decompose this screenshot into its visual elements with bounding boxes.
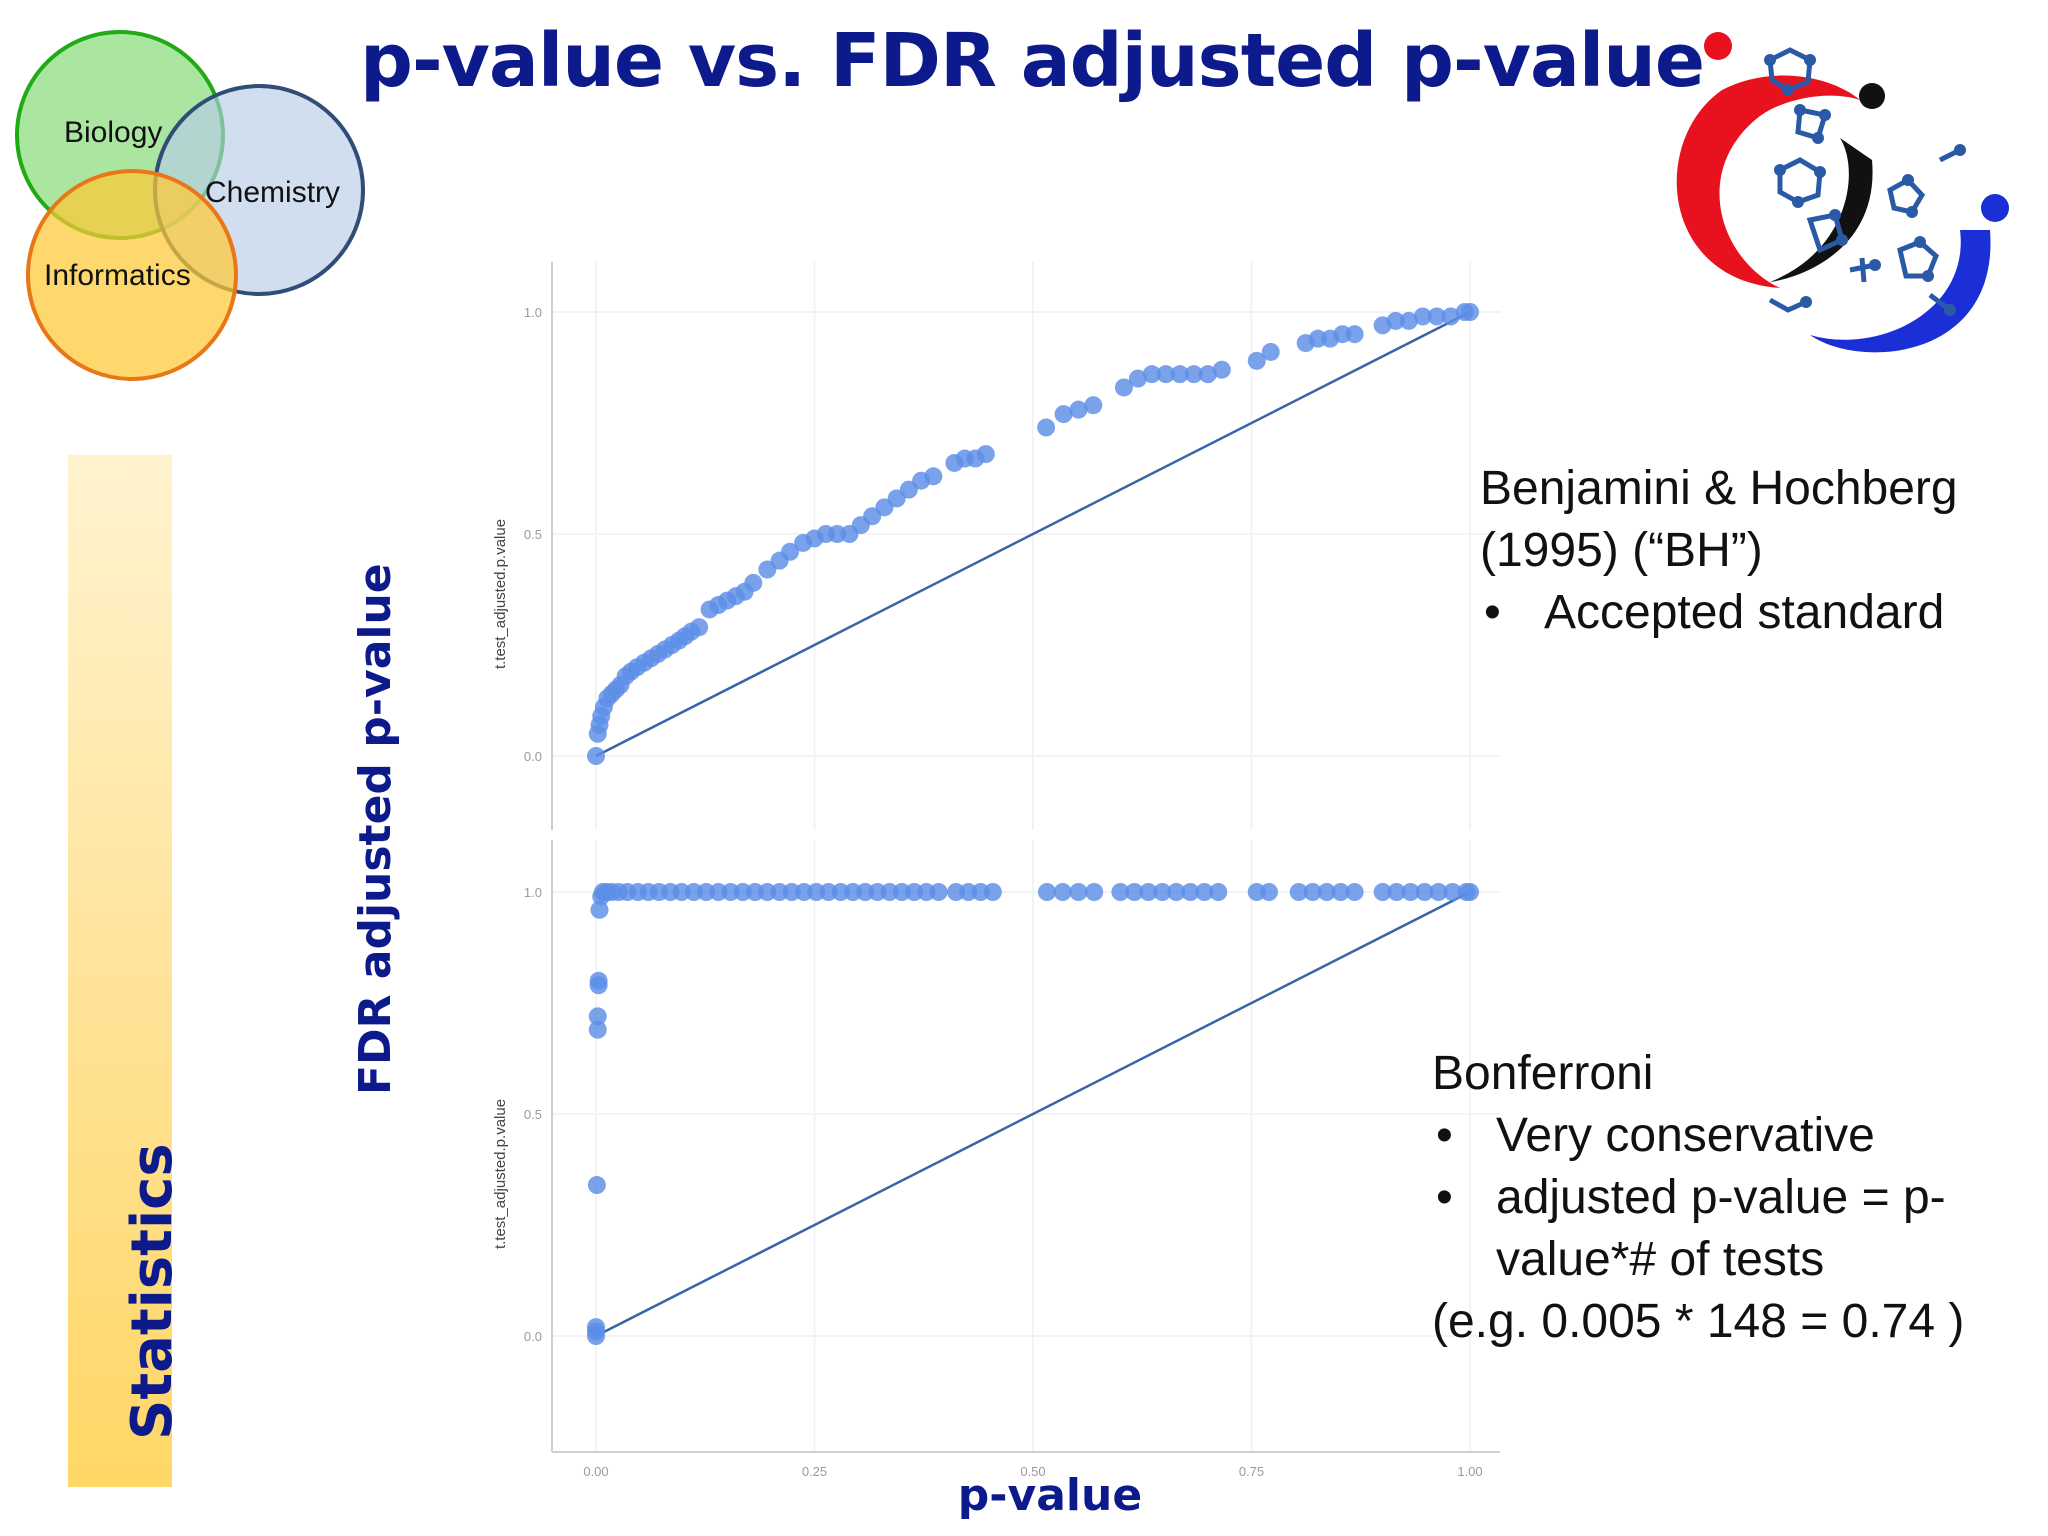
data-point xyxy=(588,1007,607,1026)
data-point xyxy=(1303,883,1322,901)
y-axis-label: t.test_adjusted.p.value xyxy=(492,519,509,669)
data-point xyxy=(1461,883,1479,901)
data-point xyxy=(1427,307,1446,326)
x-tick-label: 0.50 xyxy=(1020,1464,1045,1479)
data-point xyxy=(1259,883,1278,901)
data-point xyxy=(1209,883,1228,901)
bonferroni-bullet1: Very conservative xyxy=(1432,1105,2032,1167)
data-point xyxy=(1317,883,1336,901)
x-axis-title: p-value xyxy=(957,1470,1143,1521)
data-point xyxy=(1212,360,1231,379)
data-point xyxy=(1195,883,1214,901)
data-point xyxy=(1181,883,1200,901)
data-point xyxy=(1331,883,1350,901)
venn-label-informatics: Informatics xyxy=(44,259,191,292)
data-point xyxy=(1054,405,1073,424)
data-point xyxy=(1289,883,1308,901)
data-point xyxy=(1198,365,1217,384)
bh-line2: (1995) (“BH”) xyxy=(1480,524,1763,577)
venn-circle-informatics xyxy=(26,169,238,381)
data-point xyxy=(1399,311,1418,330)
data-point xyxy=(587,1176,606,1195)
reference-line xyxy=(595,310,1471,758)
reference-line xyxy=(595,890,1471,1338)
bonferroni-example: (e.g. 0.005 * 148 = 0.74 ) xyxy=(1432,1295,1965,1348)
data-point xyxy=(1170,365,1189,384)
data-point xyxy=(1037,418,1056,437)
data-point xyxy=(1156,365,1175,384)
data-point xyxy=(1261,342,1280,361)
y-tick-label: 1.0 xyxy=(524,885,542,900)
data-point xyxy=(1247,351,1266,370)
data-point xyxy=(1139,883,1158,901)
data-point xyxy=(781,542,800,561)
y-axis-label: t.test_adjusted.p.value xyxy=(492,1099,509,1249)
data-point xyxy=(1345,325,1364,344)
x-tick-label: 0.00 xyxy=(583,1464,608,1479)
data-point xyxy=(1387,883,1406,901)
venn-diagram: Biology Chemistry Informatics xyxy=(15,30,365,381)
data-point xyxy=(587,1318,605,1337)
y-tick-label: 0.0 xyxy=(524,749,542,764)
data-point xyxy=(1037,883,1056,901)
data-point xyxy=(587,747,605,765)
data-point xyxy=(983,883,1002,901)
data-point xyxy=(1142,365,1161,384)
data-point xyxy=(589,971,608,990)
data-point xyxy=(1461,303,1479,321)
x-tick-label: 0.25 xyxy=(802,1464,827,1479)
data-point xyxy=(1084,396,1103,415)
data-point xyxy=(1111,883,1130,901)
data-point xyxy=(590,900,609,919)
data-point xyxy=(1345,883,1364,901)
data-point xyxy=(924,467,943,486)
x-tick-label: 1.00 xyxy=(1457,1464,1482,1479)
data-point xyxy=(1429,883,1448,901)
data-point xyxy=(1184,365,1203,384)
data-point xyxy=(1373,883,1392,901)
logo-icon xyxy=(1676,32,2009,353)
data-point xyxy=(588,1020,607,1039)
bonferroni-bullet2: adjusted p-value = p-value*# of tests xyxy=(1432,1167,2032,1291)
data-point xyxy=(1167,883,1186,901)
section-bar xyxy=(68,455,172,1487)
y-tick-label: 1.0 xyxy=(524,305,542,320)
bonferroni-note: Bonferroni Very conservative adjusted p-… xyxy=(1432,1043,2032,1353)
data-point xyxy=(1114,378,1133,397)
data-point xyxy=(1069,400,1088,419)
y-tick-label: 0.0 xyxy=(524,1329,542,1344)
data-point xyxy=(1153,883,1172,901)
data-point xyxy=(929,883,948,901)
slide-title: p-value vs. FDR adjusted p-value xyxy=(360,18,1705,104)
bh-bullet1: Accepted standard xyxy=(1480,582,2040,644)
bh-line1: Benjamini & Hochberg xyxy=(1480,462,1958,515)
data-point xyxy=(1128,369,1147,388)
data-point xyxy=(1053,883,1072,901)
data-point xyxy=(1441,307,1460,326)
y-tick-label: 0.5 xyxy=(524,1107,542,1122)
data-point xyxy=(976,445,995,464)
data-point xyxy=(1386,311,1405,330)
data-point xyxy=(1413,307,1432,326)
data-point xyxy=(1443,883,1462,901)
data-point xyxy=(690,618,709,637)
y-tick-label: 0.5 xyxy=(524,527,542,542)
x-tick-label: 0.75 xyxy=(1239,1464,1264,1479)
venn-label-chemistry: Chemistry xyxy=(205,176,340,209)
data-point xyxy=(1125,883,1144,901)
data-point xyxy=(1069,883,1088,901)
bh-note: Benjamini & Hochberg (1995) (“BH”) Accep… xyxy=(1480,458,2040,644)
venn-label-biology: Biology xyxy=(64,116,162,149)
data-point xyxy=(744,573,763,592)
data-point xyxy=(1415,883,1434,901)
data-point xyxy=(1085,883,1104,901)
bonferroni-title: Bonferroni xyxy=(1432,1047,1654,1100)
data-point xyxy=(1401,883,1420,901)
